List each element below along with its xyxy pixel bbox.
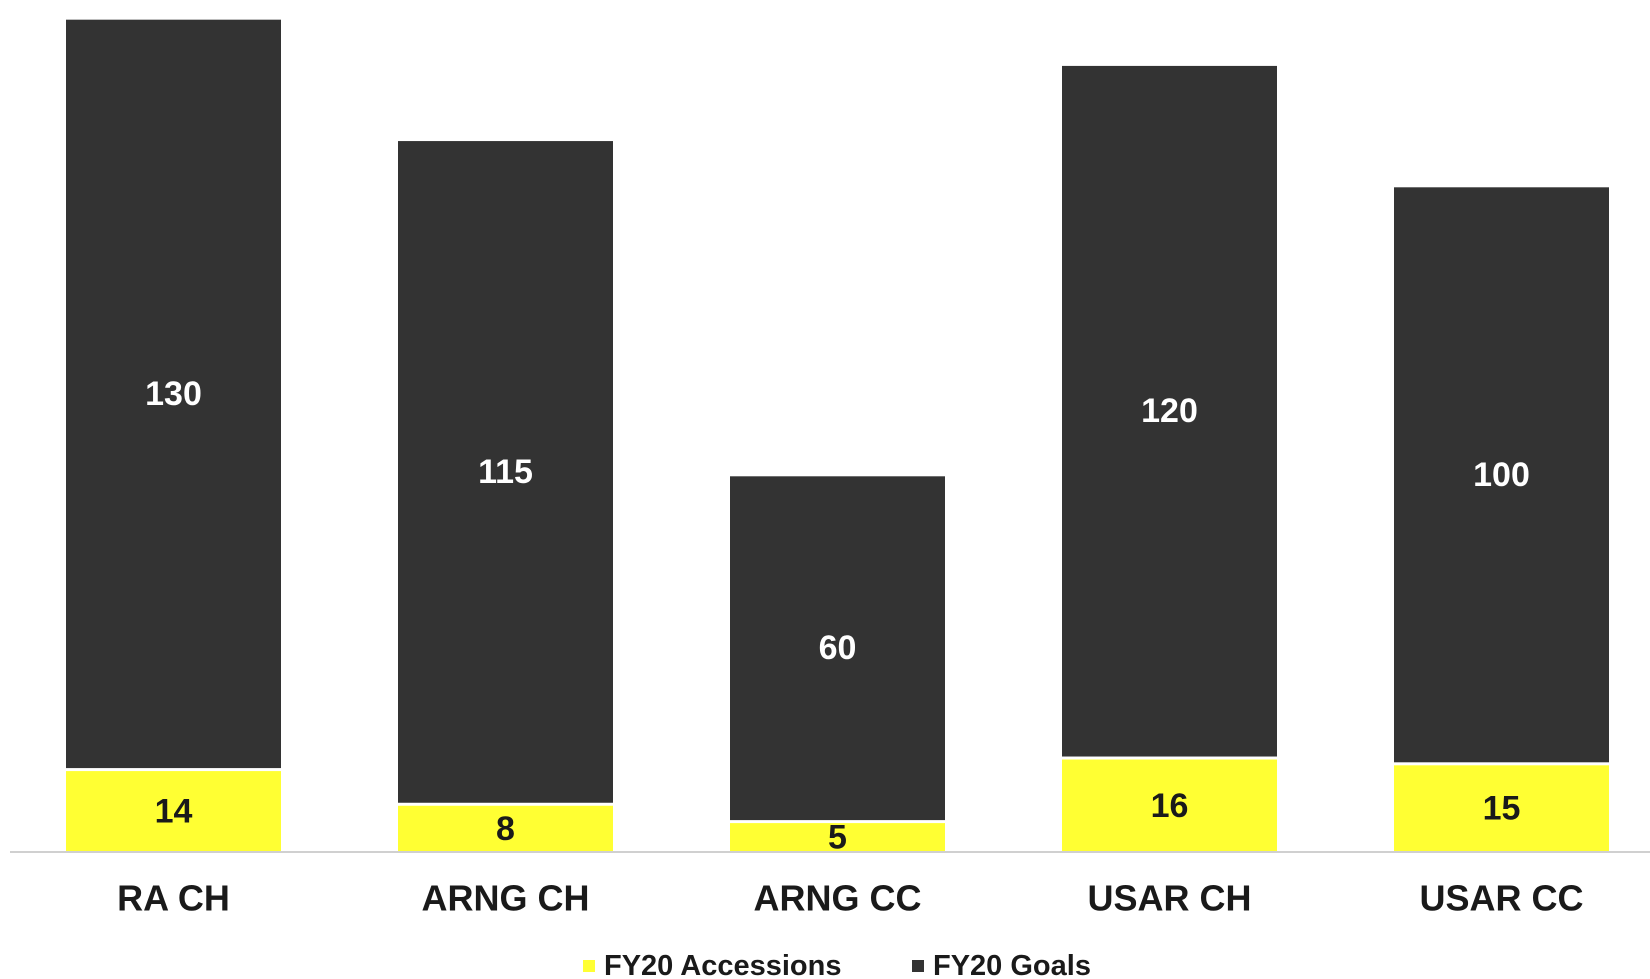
data-label-fy20-goals-arng-ch: 115 [478,453,533,491]
data-label-fy20-accessions-usar-ch: 16 [1151,787,1189,825]
x-tick-label-ra-ch: RA CH [117,878,230,919]
data-label-fy20-accessions-usar-cc: 15 [1483,790,1521,828]
data-label-fy20-accessions-ra-ch: 14 [155,793,193,831]
x-tick-label-arng-ch: ARNG CH [422,878,590,919]
x-axis-labels: RA CH ARNG CH ARNG CC USAR CH USAR CC [117,878,1583,919]
bar-fy20-goals-usar-ch [1062,65,1277,757]
bar-fy20-accessions-usar-cc [1394,765,1609,852]
data-label-fy20-accessions-arng-ch: 8 [496,810,515,848]
legend-swatch-fy20-accessions [583,960,595,972]
x-tick-label-usar-ch: USAR CH [1087,878,1251,919]
x-tick-label-arng-cc: ARNG CC [754,878,922,919]
bar-fy20-accessions-arng-ch [398,805,613,852]
legend-label-fy20-goals: FY20 Goals [933,950,1091,979]
legend-label-fy20-accessions: FY20 Accessions [604,950,842,979]
bar-fy20-accessions-arng-cc [730,823,945,852]
legend-swatch-fy20-goals [912,960,924,972]
bar-fy20-accessions-usar-ch [1062,759,1277,852]
data-label-fy20-goals-ra-ch: 130 [145,375,202,413]
bar-fy20-accessions-ra-ch [66,771,281,852]
bar-fy20-goals-ra-ch [66,19,281,769]
data-label-fy20-goals-arng-cc: 60 [819,629,857,667]
x-tick-label-usar-cc: USAR CC [1419,878,1583,919]
bar-fy20-goals-arng-cc [730,476,945,821]
bar-fy20-goals-arng-ch [398,141,613,803]
data-label-fy20-accessions-arng-cc: 5 [828,819,847,857]
bar-fy20-goals-usar-cc [1394,187,1609,763]
bars-layer: 14 130 8 115 5 60 16 120 15 100 [66,19,1609,857]
data-label-fy20-goals-usar-cc: 100 [1473,456,1530,494]
legend: FY20 Accessions FY20 Goals [583,950,1091,979]
data-label-fy20-goals-usar-ch: 120 [1141,392,1198,430]
